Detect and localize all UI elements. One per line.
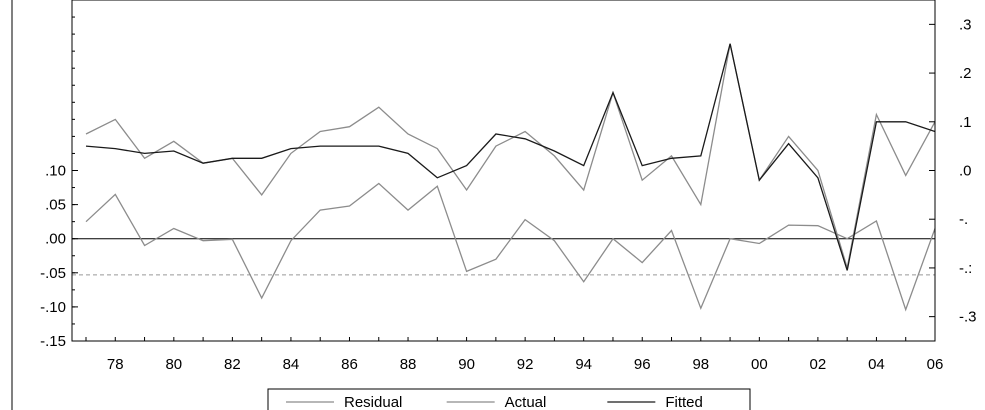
left-tick-label: -.10: [40, 299, 66, 316]
x-tick-label: 92: [517, 356, 534, 373]
x-tick-label: 84: [283, 356, 300, 373]
x-tick-label: 88: [400, 356, 417, 373]
series-line-fitted: [85, 43, 935, 271]
right-tick-label: -.3: [959, 309, 977, 326]
right-tick-label: .0: [959, 163, 972, 180]
legend: Residual Actual Fitted: [267, 388, 751, 410]
right-axis: .3 .2 .1 .0 -. -.: -.3: [929, 16, 977, 326]
left-axis: .10 .05 .00 -.05 -.10 -.15: [40, 0, 78, 350]
x-tick-label: 00: [751, 356, 768, 373]
x-tick-label: 06: [927, 356, 944, 373]
x-tick-label: 90: [458, 356, 475, 373]
x-tick-label: 82: [224, 356, 241, 373]
legend-label-actual: Actual: [505, 394, 547, 410]
legend-label-residual: Residual: [344, 394, 402, 410]
x-tick-label: 96: [634, 356, 651, 373]
legend-label-fitted: Fitted: [665, 394, 703, 410]
plot-frame: [71, 0, 936, 342]
left-tick-label: -.15: [40, 333, 66, 350]
series-line-residual: [85, 182, 935, 312]
x-tick-label: 80: [165, 356, 182, 373]
right-tick-label: .2: [959, 65, 972, 82]
left-tick-label: .10: [45, 163, 66, 180]
left-tick-label: .00: [45, 231, 66, 248]
x-tick-label: 98: [692, 356, 709, 373]
right-tick-label: -.:: [959, 260, 972, 277]
right-tick-label: -.: [959, 211, 968, 228]
series-layer: [85, 43, 935, 312]
x-tick-label: 04: [868, 356, 885, 373]
x-axis: 78 80 82 84 86 88 90 92 94 96 98 00 02 04 06: [85, 337, 944, 373]
x-tick-label: 78: [107, 356, 124, 373]
right-tick-label: .3: [959, 16, 972, 33]
left-tick-label: .05: [45, 197, 66, 214]
x-tick-label: 02: [810, 356, 827, 373]
left-tick-label: -.05: [40, 265, 66, 282]
legend-box: [267, 388, 751, 410]
series-line-actual: [85, 43, 935, 269]
right-tick-label: .1: [959, 114, 972, 131]
x-tick-label: 86: [341, 356, 358, 373]
x-tick-label: 94: [575, 356, 592, 373]
reference-lines: [72, 238, 935, 276]
